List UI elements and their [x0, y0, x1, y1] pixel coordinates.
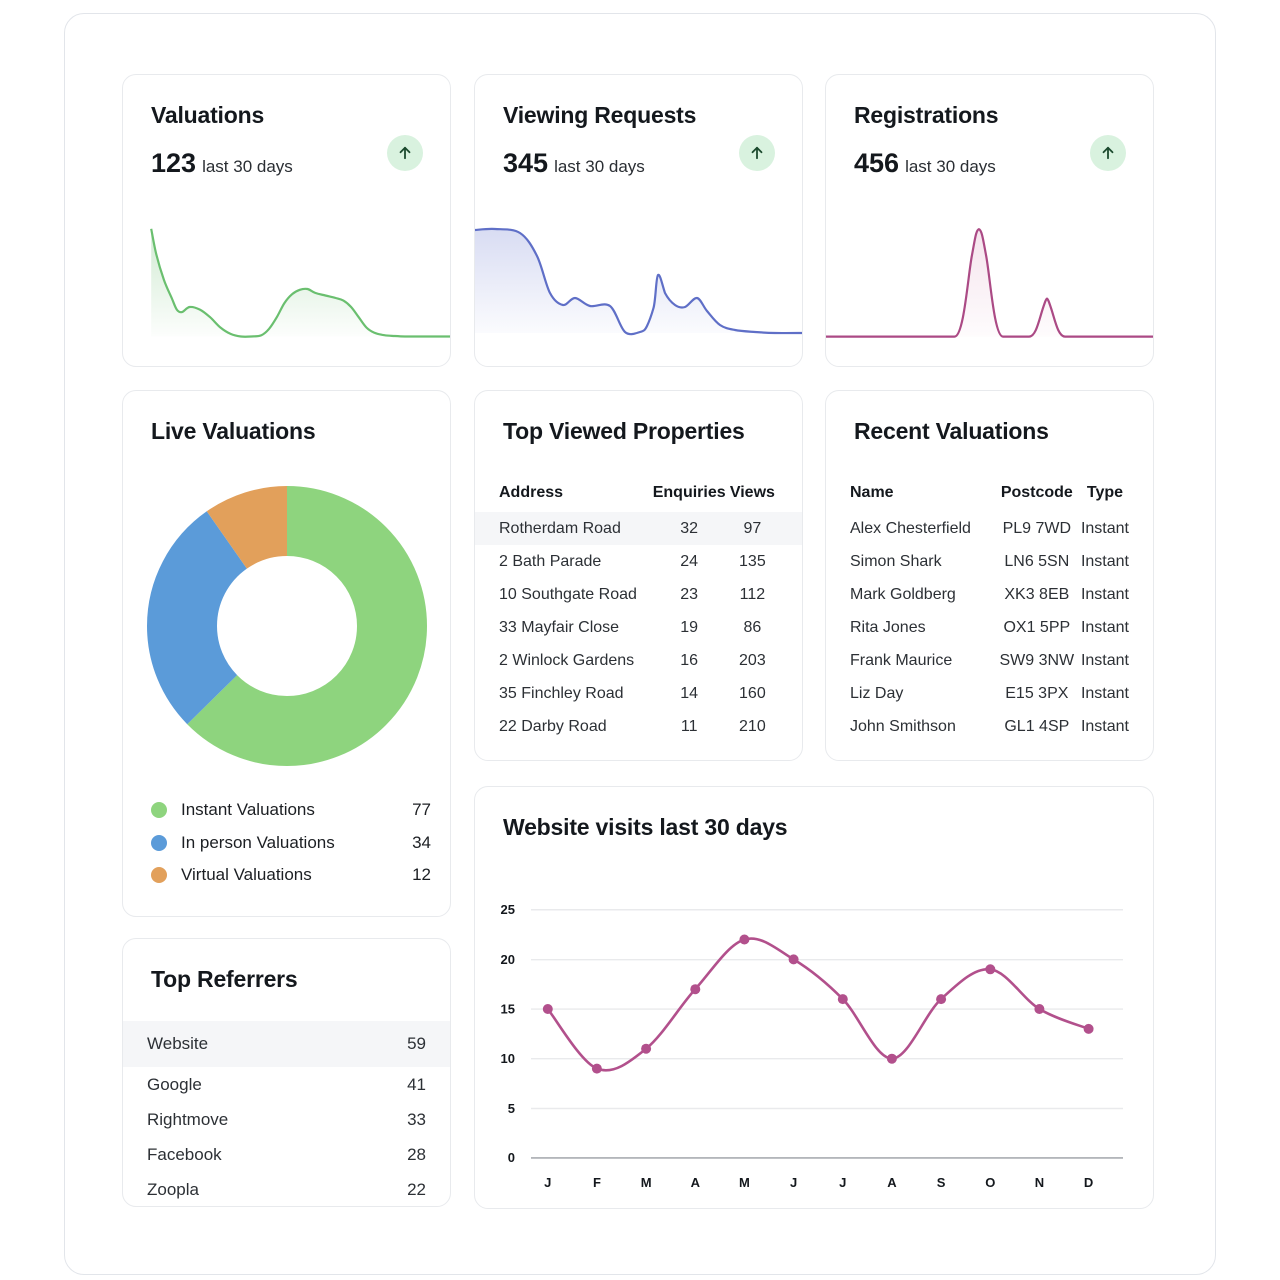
- svg-text:15: 15: [501, 1002, 515, 1017]
- svg-text:J: J: [839, 1175, 846, 1190]
- svg-text:20: 20: [501, 952, 515, 967]
- svg-text:M: M: [739, 1175, 750, 1190]
- svg-text:A: A: [691, 1175, 701, 1190]
- svg-text:0: 0: [508, 1150, 515, 1165]
- svg-text:S: S: [937, 1175, 946, 1190]
- svg-text:F: F: [593, 1175, 601, 1190]
- svg-text:J: J: [544, 1175, 551, 1190]
- svg-text:D: D: [1084, 1175, 1093, 1190]
- svg-text:N: N: [1035, 1175, 1044, 1190]
- svg-text:O: O: [985, 1175, 995, 1190]
- svg-text:5: 5: [508, 1101, 515, 1116]
- svg-text:A: A: [887, 1175, 897, 1190]
- svg-text:M: M: [641, 1175, 652, 1190]
- svg-text:25: 25: [501, 902, 515, 917]
- svg-text:10: 10: [501, 1051, 515, 1066]
- svg-text:J: J: [790, 1175, 797, 1190]
